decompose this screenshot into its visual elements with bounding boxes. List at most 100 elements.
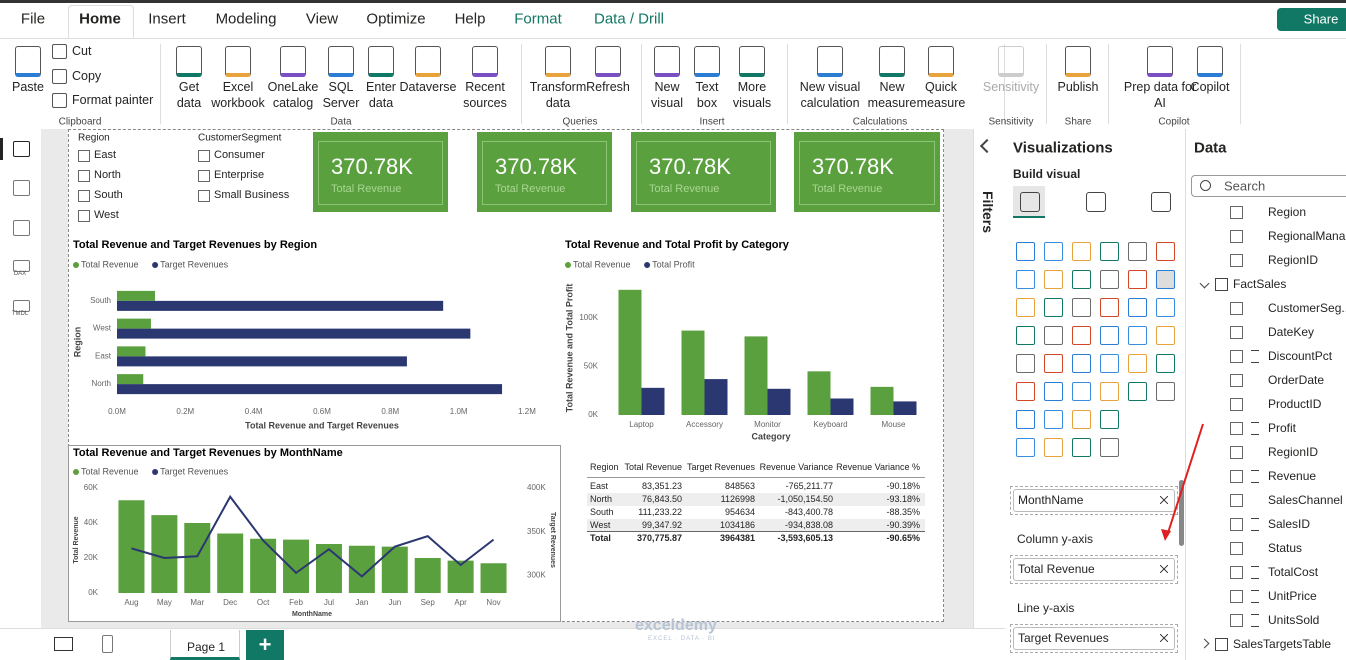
slicer-checkbox[interactable] (78, 210, 90, 222)
slicer-checkbox[interactable] (78, 150, 90, 162)
field-pill[interactable] (1013, 489, 1175, 512)
ribbon-button-label[interactable]: data (545, 96, 571, 110)
ribbon-button-label[interactable]: New (654, 80, 680, 94)
ribbon-button-label[interactable]: Format painter (72, 93, 154, 107)
field-name[interactable]: Status (1268, 541, 1303, 555)
visual-type-icon[interactable] (1016, 354, 1035, 373)
slicer-checkbox[interactable] (78, 170, 90, 182)
ribbon-button-label[interactable]: calculation (800, 96, 860, 110)
visual-type-icon[interactable] (1128, 326, 1147, 345)
ribbon-button-label[interactable]: visual (651, 96, 683, 110)
visual-type-icon[interactable] (1156, 382, 1175, 401)
visual-type-icon[interactable] (1016, 270, 1035, 289)
field-checkbox[interactable] (1230, 302, 1243, 315)
ribbon-button-label[interactable]: Get (178, 80, 200, 94)
ribbon-button-label[interactable]: New (879, 80, 905, 94)
ribbon-tab[interactable]: Insert (148, 10, 186, 28)
ribbon-button-label[interactable]: Text (695, 80, 719, 94)
field-checkbox[interactable] (1230, 566, 1243, 579)
visual-type-icon[interactable] (1044, 242, 1063, 261)
visual-type-icon[interactable] (1016, 326, 1035, 345)
ribbon-button-label[interactable]: Copilot (1190, 80, 1230, 94)
visual-type-icon[interactable] (1100, 298, 1119, 317)
visual-type-icon[interactable] (1128, 382, 1147, 401)
field-name[interactable]: Region (1268, 205, 1307, 219)
rail-icon[interactable] (13, 180, 30, 196)
rail-icon[interactable] (13, 300, 30, 312)
field-checkbox[interactable] (1230, 374, 1243, 387)
field-checkbox[interactable] (1230, 326, 1243, 339)
ribbon-button-label[interactable]: measure (867, 96, 917, 110)
visual-type-icon[interactable] (1072, 326, 1091, 345)
field-checkbox[interactable] (1230, 206, 1243, 219)
field-name[interactable]: ProductID (1268, 397, 1322, 411)
field-checkbox[interactable] (1230, 398, 1243, 411)
ribbon-button-label[interactable]: sources (463, 96, 507, 110)
pane-tab-icon[interactable] (1086, 192, 1106, 212)
visual-type-icon[interactable] (1072, 382, 1091, 401)
slicer-checkbox[interactable] (78, 190, 90, 202)
ribbon-button-label[interactable]: Publish (1057, 80, 1099, 94)
visual-type-icon[interactable] (1072, 270, 1091, 289)
scrollbar[interactable] (1179, 480, 1184, 546)
field-name[interactable]: SalesChannel (1268, 493, 1343, 507)
field-name[interactable]: TotalCost (1268, 565, 1319, 579)
slicer-item[interactable]: Small Business (214, 189, 290, 201)
ribbon-button-label[interactable]: Excel (222, 80, 254, 94)
ribbon-tab[interactable]: Data / Drill (593, 10, 665, 28)
visual-type-icon[interactable] (1016, 382, 1035, 401)
field-name[interactable]: DateKey (1268, 325, 1315, 339)
share-button[interactable] (1277, 8, 1346, 31)
field-checkbox[interactable] (1230, 494, 1243, 507)
field-checkbox[interactable] (1230, 470, 1243, 483)
add-page-button[interactable]: + (246, 630, 284, 660)
table-name[interactable]: SalesTargetsTable (1233, 637, 1332, 651)
visual-type-icon[interactable] (1044, 410, 1063, 429)
visual-type-icon[interactable] (1128, 242, 1147, 261)
visual-type-icon[interactable] (1128, 298, 1147, 317)
remove-icon[interactable] (1160, 634, 1168, 642)
field-name[interactable]: UnitsSold (1268, 613, 1320, 627)
page-tab-label[interactable]: Page 1 (186, 640, 226, 654)
visual-type-icon[interactable] (1044, 354, 1063, 373)
field-name[interactable]: Target Revenues (1018, 631, 1109, 645)
field-name[interactable]: Total Revenue (1018, 562, 1095, 576)
visual-type-icon[interactable] (1072, 354, 1091, 373)
ribbon-button-label[interactable]: visuals (732, 96, 772, 110)
visual-type-icon[interactable] (1156, 326, 1175, 345)
field-name[interactable]: SalesID (1268, 517, 1311, 531)
ribbon-button-label[interactable]: Recent (465, 80, 505, 94)
field-checkbox[interactable] (1230, 518, 1243, 531)
remove-icon[interactable] (1160, 496, 1168, 504)
rail-icon[interactable] (13, 141, 30, 157)
field-name[interactable]: UnitPrice (1268, 589, 1317, 603)
pane-tab-icon[interactable] (1151, 192, 1171, 212)
ribbon-button-label[interactable]: Refresh (586, 80, 630, 94)
ribbon-button-label[interactable]: Copy (72, 69, 102, 83)
visual-type-icon[interactable] (1044, 382, 1063, 401)
field-name[interactable]: MonthName (1018, 493, 1084, 507)
slicer-item[interactable]: Consumer (214, 149, 265, 161)
search-box[interactable] (1191, 175, 1346, 197)
field-name[interactable]: RegionID (1268, 253, 1319, 267)
ribbon-tab[interactable]: Optimize (366, 10, 426, 28)
visual-type-icon[interactable] (1072, 242, 1091, 261)
visual-type-icon[interactable] (1156, 270, 1175, 289)
remove-icon[interactable] (1160, 565, 1168, 573)
field-pill[interactable] (1013, 627, 1175, 650)
visual-type-icon[interactable] (1044, 438, 1063, 457)
field-checkbox[interactable] (1230, 542, 1243, 555)
visual-type-icon[interactable] (1044, 270, 1063, 289)
ribbon-button-label[interactable]: Sensitivity (982, 80, 1040, 94)
slicer-item[interactable]: East (94, 149, 117, 161)
visual-type-icon[interactable] (1156, 242, 1175, 261)
ribbon-button-label[interactable]: data (176, 96, 202, 110)
field-checkbox[interactable] (1230, 254, 1243, 267)
ribbon-button-label[interactable]: Prep data for (1123, 80, 1197, 94)
visual-type-icon[interactable] (1044, 326, 1063, 345)
visual-type-icon[interactable] (1100, 326, 1119, 345)
field-name[interactable]: DiscountPct (1268, 349, 1333, 363)
page-tab[interactable] (170, 630, 240, 660)
filters-title[interactable]: Filters (980, 190, 996, 234)
visual-type-icon[interactable] (1128, 270, 1147, 289)
